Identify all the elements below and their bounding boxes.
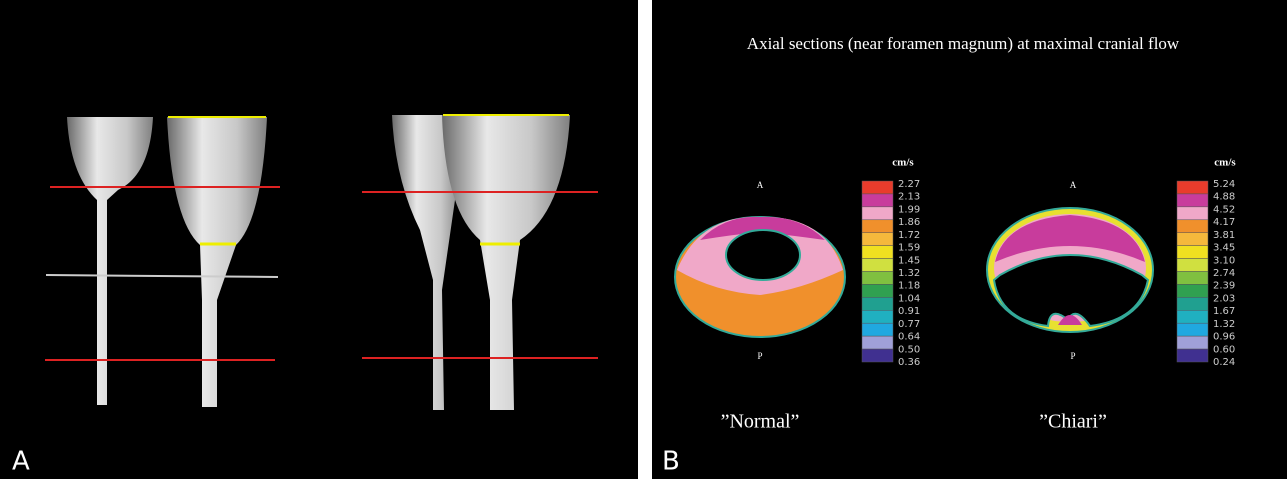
scale-label: 1.86 (898, 217, 920, 228)
scale-label: 1.59 (898, 243, 920, 254)
scale-swatch (861, 245, 894, 259)
scale-swatch (861, 258, 894, 272)
scale-swatch (861, 180, 894, 195)
scale-label: 1.18 (898, 281, 920, 292)
scale-label: 0.60 (1213, 344, 1235, 355)
scale-label: 0.96 (1213, 332, 1235, 343)
scale-swatch (1176, 245, 1209, 259)
scale-swatch (861, 310, 894, 324)
scale-swatch (1176, 232, 1209, 246)
scale-label: 0.77 (898, 319, 920, 330)
scale-label: 0.24 (1213, 357, 1235, 368)
scale-label: 1.72 (898, 230, 920, 241)
scale-label: 2.13 (898, 192, 920, 203)
panel-label: B (662, 447, 680, 477)
scale-label: 1.04 (898, 293, 920, 304)
scale-swatch (1176, 348, 1209, 363)
scale-label: 1.32 (1213, 319, 1235, 330)
scale-label: 1.45 (898, 255, 920, 266)
scale-swatch (861, 348, 894, 363)
scale-swatch (861, 206, 894, 221)
scale-label: 0.36 (898, 357, 920, 368)
scale-label: 0.64 (898, 332, 920, 343)
scale-label: 2.74 (1213, 268, 1235, 279)
scale-label: 4.88 (1213, 192, 1235, 203)
orientation-label: A (1070, 180, 1077, 190)
scale-swatch (1176, 219, 1209, 233)
section-normal (674, 216, 846, 338)
scale-swatch (861, 322, 894, 337)
scale-swatch (861, 335, 894, 350)
scale-swatch (1176, 180, 1209, 195)
scale-label: 3.45 (1213, 243, 1235, 254)
scale-label: 4.52 (1213, 204, 1235, 215)
model-chiari (362, 114, 598, 410)
scale-label: 0.91 (898, 306, 920, 317)
scale-swatch (1176, 284, 1209, 298)
scale-swatch (861, 232, 894, 246)
scale-label: 2.27 (898, 179, 920, 190)
scale-unit: cm/s (892, 157, 914, 169)
scale-label: 2.03 (1213, 293, 1235, 304)
scale-swatch (1176, 193, 1209, 208)
scale-label: 3.81 (1213, 230, 1235, 241)
scale-label: 5.24 (1213, 179, 1235, 190)
scale-swatch (1176, 297, 1209, 311)
scale-label: 4.17 (1213, 217, 1235, 228)
scale-label: 1.32 (898, 268, 920, 279)
scale-swatch (1176, 310, 1209, 324)
scale-swatch (861, 219, 894, 233)
scale-swatch (861, 297, 894, 311)
orientation-label: P (1070, 351, 1075, 361)
scale-swatch (861, 271, 894, 285)
panel-title: Axial sections (near foramen magnum) at … (747, 34, 1180, 53)
scale-swatch (1176, 335, 1209, 350)
panel-label: A (12, 447, 30, 477)
scale-swatch (861, 193, 894, 208)
scale-label: 0.50 (898, 344, 920, 355)
scale-unit: cm/s (1214, 157, 1236, 169)
model-normal (45, 116, 280, 407)
scale-label: 1.67 (1213, 306, 1235, 317)
scale-swatch (1176, 271, 1209, 285)
section-caption: ”Normal” (721, 411, 800, 433)
scale-label: 2.39 (1213, 281, 1235, 292)
scale-label: 1.99 (898, 204, 920, 215)
scale-label: 3.10 (1213, 255, 1235, 266)
scale-swatch (1176, 258, 1209, 272)
orientation-label: P (757, 351, 762, 361)
section-caption: ”Chiari” (1039, 411, 1107, 433)
scale-swatch (1176, 206, 1209, 221)
section-chiari (986, 207, 1154, 333)
orientation-label: A (757, 180, 764, 190)
scale-swatch (1176, 322, 1209, 337)
scale-swatch (861, 284, 894, 298)
panel-a-bg (0, 0, 638, 479)
